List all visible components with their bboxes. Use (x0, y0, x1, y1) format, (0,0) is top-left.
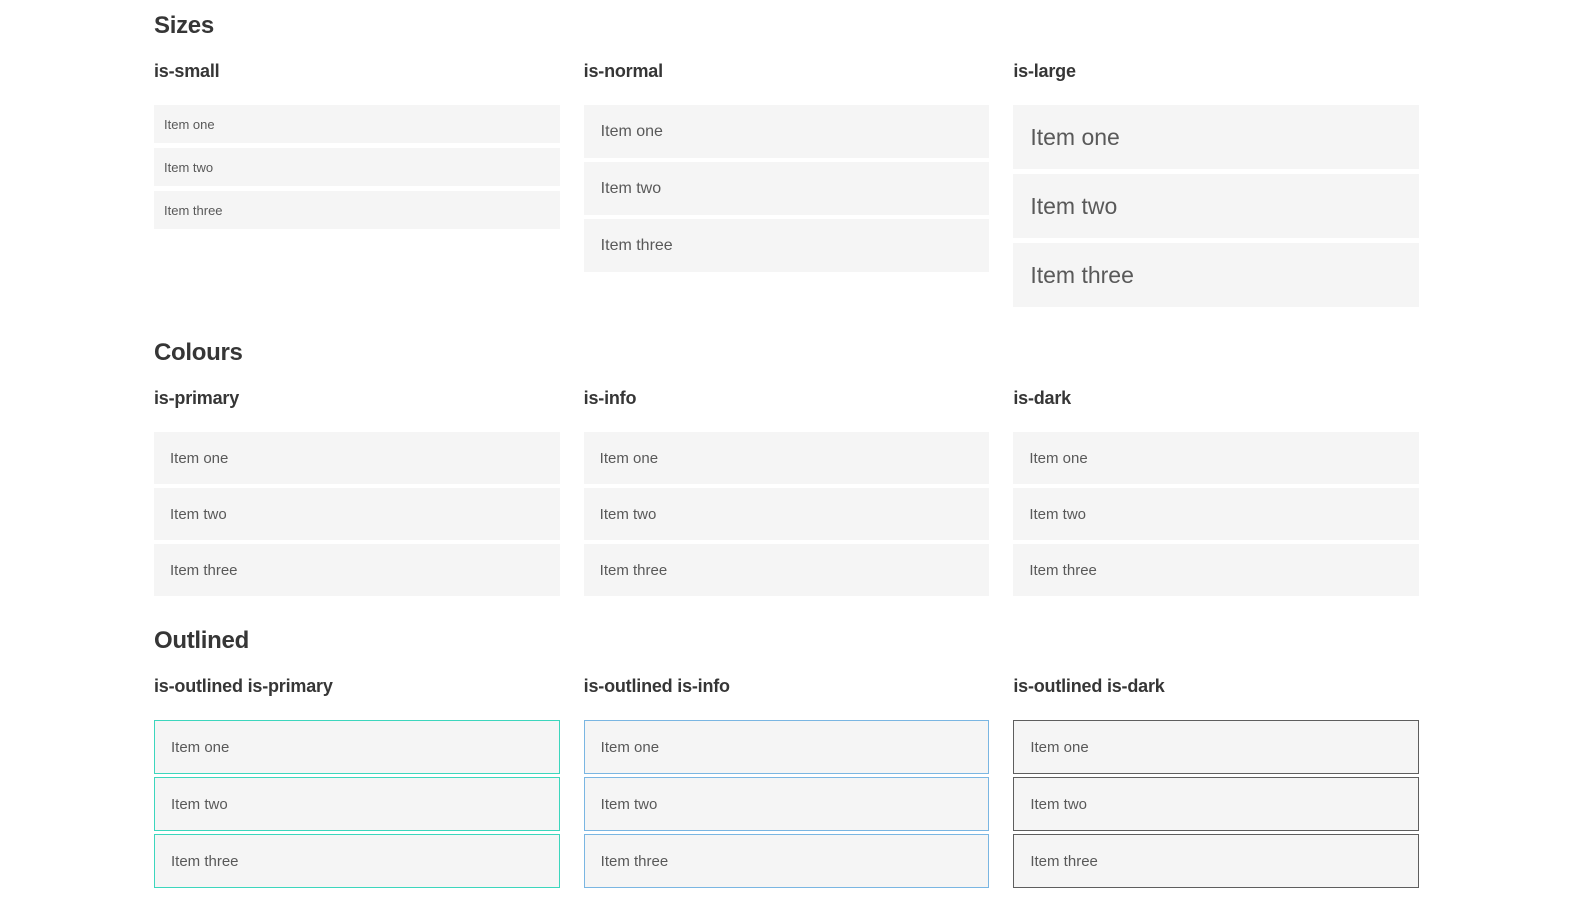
group-label-is-outlined-is-info: is-outlined is-info (583, 676, 730, 696)
section-outlined: Outlined is-outlined is-primary Item one… (154, 627, 1420, 891)
list-is-outlined-is-dark: Item one Item two Item three (1013, 720, 1420, 888)
list-is-normal: Item one Item two Item three (583, 105, 990, 272)
column-is-primary: is-primary Item one Item two Item three (154, 388, 560, 600)
list-is-outlined-is-primary: Item one Item two Item three (154, 720, 560, 888)
list-is-primary: Item one Item two Item three (154, 432, 560, 596)
section-sizes: Sizes is-small Item one Item two Item th… (154, 12, 1420, 312)
group-label-is-dark: is-dark (1013, 388, 1071, 408)
list-item[interactable]: Item three (583, 834, 990, 888)
list-item[interactable]: Item one (583, 105, 990, 158)
list-item[interactable]: Item two (154, 777, 560, 831)
list-item[interactable]: Item three (154, 544, 560, 596)
list-item[interactable]: Item two (583, 777, 990, 831)
list-item[interactable]: Item one (583, 432, 990, 484)
section-title-colours: Colours (154, 339, 243, 366)
column-is-outlined-is-info: is-outlined is-info Item one Item two It… (583, 676, 990, 891)
page-container: Sizes is-small Item one Item two Item th… (154, 12, 1420, 891)
group-label-is-primary: is-primary (154, 388, 240, 408)
group-label-is-large: is-large (1013, 61, 1076, 81)
list-item[interactable]: Item two (154, 488, 560, 540)
list-item[interactable]: Item two (1013, 777, 1420, 831)
list-item[interactable]: Item one (154, 720, 560, 774)
column-is-large: is-large Item one Item two Item three (1013, 61, 1420, 312)
list-item[interactable]: Item three (583, 219, 990, 272)
group-label-is-info: is-info (583, 388, 637, 408)
list-item[interactable]: Item one (154, 432, 560, 484)
group-label-is-normal: is-normal (583, 61, 663, 81)
list-item[interactable]: Item two (583, 488, 990, 540)
list-item[interactable]: Item two (1013, 174, 1420, 238)
list-item[interactable]: Item two (583, 162, 990, 215)
list-item[interactable]: Item two (154, 148, 560, 186)
list-is-large: Item one Item two Item three (1013, 105, 1420, 307)
list-item[interactable]: Item one (1013, 105, 1420, 169)
section-title-sizes: Sizes (154, 12, 214, 39)
section-colours: Colours is-primary Item one Item two Ite… (154, 339, 1420, 600)
column-is-dark: is-dark Item one Item two Item three (1013, 388, 1420, 600)
list-item[interactable]: Item three (1013, 544, 1420, 596)
group-label-is-outlined-is-primary: is-outlined is-primary (154, 676, 333, 696)
list-item[interactable]: Item three (154, 191, 560, 229)
list-is-outlined-is-info: Item one Item two Item three (583, 720, 990, 888)
column-is-outlined-is-primary: is-outlined is-primary Item one Item two… (154, 676, 560, 891)
list-is-dark: Item one Item two Item three (1013, 432, 1420, 596)
column-is-small: is-small Item one Item two Item three (154, 61, 560, 234)
group-label-is-outlined-is-dark: is-outlined is-dark (1013, 676, 1165, 696)
list-item[interactable]: Item three (583, 544, 990, 596)
outlined-row: is-outlined is-primary Item one Item two… (154, 676, 1420, 891)
list-item[interactable]: Item one (154, 105, 560, 143)
section-title-outlined: Outlined (154, 627, 249, 654)
list-item[interactable]: Item one (583, 720, 990, 774)
list-item[interactable]: Item three (154, 834, 560, 888)
list-is-info: Item one Item two Item three (583, 432, 990, 596)
column-is-info: is-info Item one Item two Item three (583, 388, 990, 600)
colours-row: is-primary Item one Item two Item three … (154, 388, 1420, 600)
sizes-row: is-small Item one Item two Item three is… (154, 61, 1420, 312)
list-item[interactable]: Item one (1013, 720, 1420, 774)
group-label-is-small: is-small (154, 61, 220, 81)
list-is-small: Item one Item two Item three (154, 105, 560, 229)
column-is-outlined-is-dark: is-outlined is-dark Item one Item two It… (1013, 676, 1420, 891)
list-item[interactable]: Item one (1013, 432, 1420, 484)
list-item[interactable]: Item three (1013, 243, 1420, 307)
column-is-normal: is-normal Item one Item two Item three (583, 61, 990, 276)
list-item[interactable]: Item three (1013, 834, 1420, 888)
list-item[interactable]: Item two (1013, 488, 1420, 540)
